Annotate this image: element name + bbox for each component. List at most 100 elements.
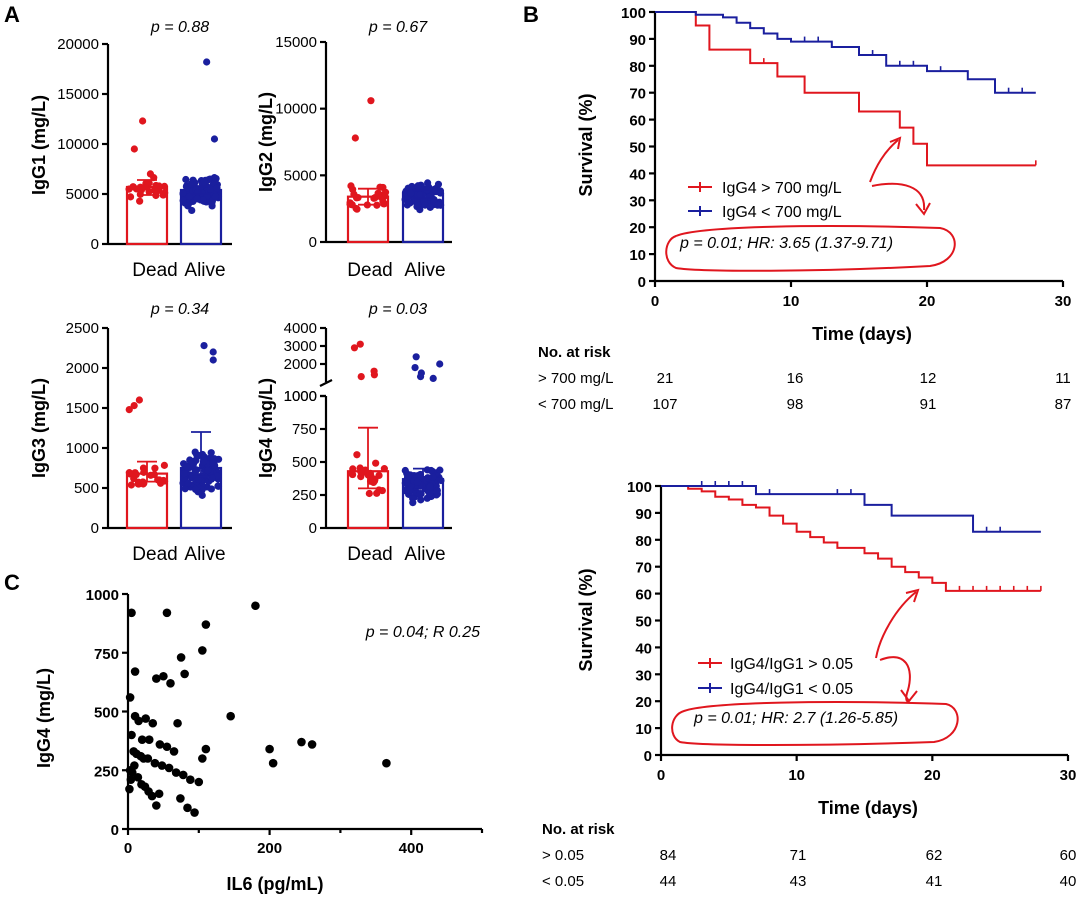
scatter-point xyxy=(201,620,211,629)
igg4-point xyxy=(353,451,361,459)
scatter-point xyxy=(166,679,175,688)
igg3-cat-dead: Dead xyxy=(132,544,177,565)
igg2-point xyxy=(414,182,422,190)
km1-legend-high: IgG4 > 700 mg/L xyxy=(722,180,842,197)
igg3-pvalue: p = 0.34 xyxy=(150,301,209,318)
km1-arrowhead-down xyxy=(915,202,931,216)
km2-ytick-label: 70 xyxy=(635,560,652,577)
igg2-ytick-label: 10000 xyxy=(275,101,317,118)
km2-xlabel: Time (days) xyxy=(818,798,918,818)
scatter-point xyxy=(125,693,135,702)
igg1-point xyxy=(126,193,135,201)
scatter-point xyxy=(382,758,391,768)
scatter-point xyxy=(130,761,139,770)
igg4-point xyxy=(433,486,441,495)
igg1-point xyxy=(203,58,211,66)
km1-xtick-label: 30 xyxy=(1055,293,1072,310)
scatter-point xyxy=(143,754,153,763)
igg3-point xyxy=(130,402,138,410)
km2-ytick-label: 20 xyxy=(635,694,652,711)
igg3-ytick-label: 500 xyxy=(74,480,99,497)
igg4-cat-alive: Alive xyxy=(404,544,445,565)
km2-risk-value: 60 xyxy=(1060,847,1077,864)
scatter-point xyxy=(198,646,207,655)
igg3-point xyxy=(181,485,189,493)
km1-risk-value: 11 xyxy=(1055,370,1071,387)
igg1-point xyxy=(136,197,144,205)
scatter-ytick-label: 750 xyxy=(94,646,119,663)
igg3-point xyxy=(182,463,191,471)
igg2-point xyxy=(434,201,442,209)
scatter-point xyxy=(130,667,140,676)
igg2-point xyxy=(413,200,422,209)
scatter-point xyxy=(127,730,136,740)
scatter-point xyxy=(190,808,199,817)
chart-km-ratio: Survival (%) Time (days) 0 10 20 30 40 50 60 70… xyxy=(542,479,1076,890)
scatter-point xyxy=(171,768,181,777)
igg2-point xyxy=(367,97,375,105)
scatter-point xyxy=(180,669,189,679)
km2-legend: IgG4/IgG1 > 0.05 IgG4/IgG1 < 0.05 xyxy=(698,656,853,698)
km1-ytick-label: 10 xyxy=(629,247,646,264)
igg3-point xyxy=(209,348,217,356)
igg1-point xyxy=(153,184,161,192)
km1-risk-value: 87 xyxy=(1055,396,1072,413)
igg1-point xyxy=(179,196,187,205)
scatter-ylabel: IgG4 (mg/L) xyxy=(34,668,54,768)
scatter-xlabel: IL6 (pg/mL) xyxy=(227,874,324,894)
igg4-point xyxy=(373,489,381,497)
scatter-point xyxy=(307,740,317,749)
igg3-point xyxy=(209,356,217,364)
km1-risk-label-1: < 700 mg/L xyxy=(538,396,613,413)
scatter-point xyxy=(125,784,134,794)
km2-ytick-label: 90 xyxy=(635,506,652,523)
igg3-ytick-label: 1000 xyxy=(66,440,99,457)
igg4-ytick-label: 750 xyxy=(292,421,317,438)
igg4-point xyxy=(349,465,357,473)
igg4-point xyxy=(416,373,425,381)
km2-annotation: p = 0.01; HR: 2.7 (1.26-5.85) xyxy=(693,710,898,727)
igg2-ytick-label: 5000 xyxy=(284,167,317,184)
igg1-point xyxy=(213,184,221,192)
scatter-point xyxy=(144,735,154,744)
scatter-point xyxy=(183,803,192,813)
scatter-point xyxy=(126,775,136,784)
igg2-point xyxy=(430,185,438,194)
km1-annotation: p = 0.01; HR: 3.65 (1.37-9.71) xyxy=(679,235,893,252)
scatter-ytick-label: 500 xyxy=(94,705,119,722)
km1-xtick-label: 10 xyxy=(783,293,800,310)
km1-ytick-label: 60 xyxy=(629,113,646,130)
km1-ytick-label: 70 xyxy=(629,86,646,103)
igg3-ytick-label: 2000 xyxy=(66,360,99,377)
scatter-xtick-label: 0 xyxy=(124,840,132,857)
scatter-point xyxy=(152,674,161,683)
igg4-ytick-label: 4000 xyxy=(284,320,317,337)
igg3-ylabel: IgG3 (mg/L) xyxy=(29,378,49,478)
scatter-point xyxy=(148,718,158,728)
igg3-point xyxy=(207,449,215,457)
igg1-point xyxy=(161,189,169,197)
igg1-point xyxy=(130,145,138,153)
igg3-point xyxy=(125,406,133,414)
igg1-point xyxy=(139,117,147,125)
igg1-pvalue: p = 0.88 xyxy=(150,19,209,36)
km1-risk-value: 16 xyxy=(787,370,804,387)
igg4-point xyxy=(426,483,434,491)
igg2-pvalue: p = 0.67 xyxy=(368,19,428,36)
igg3-point xyxy=(191,485,200,494)
km1-arrow-down xyxy=(871,182,926,211)
scatter-point xyxy=(297,737,306,747)
chart-igg3: p = 0.34 IgG3 (mg/L) 0 500 1000 1500 2000 250… xyxy=(29,301,232,565)
km2-ytick-label: 30 xyxy=(635,667,652,684)
igg1-ytick-label: 0 xyxy=(91,236,99,253)
scatter-point xyxy=(127,608,136,618)
igg4-cat-dead: Dead xyxy=(347,544,392,565)
igg3-point xyxy=(150,470,158,479)
igg1-point xyxy=(206,185,215,193)
igg4-point xyxy=(411,364,419,372)
igg3-point xyxy=(140,468,148,476)
igg1-point xyxy=(129,183,137,191)
igg4-point xyxy=(437,476,445,485)
igg4-point xyxy=(436,360,444,368)
